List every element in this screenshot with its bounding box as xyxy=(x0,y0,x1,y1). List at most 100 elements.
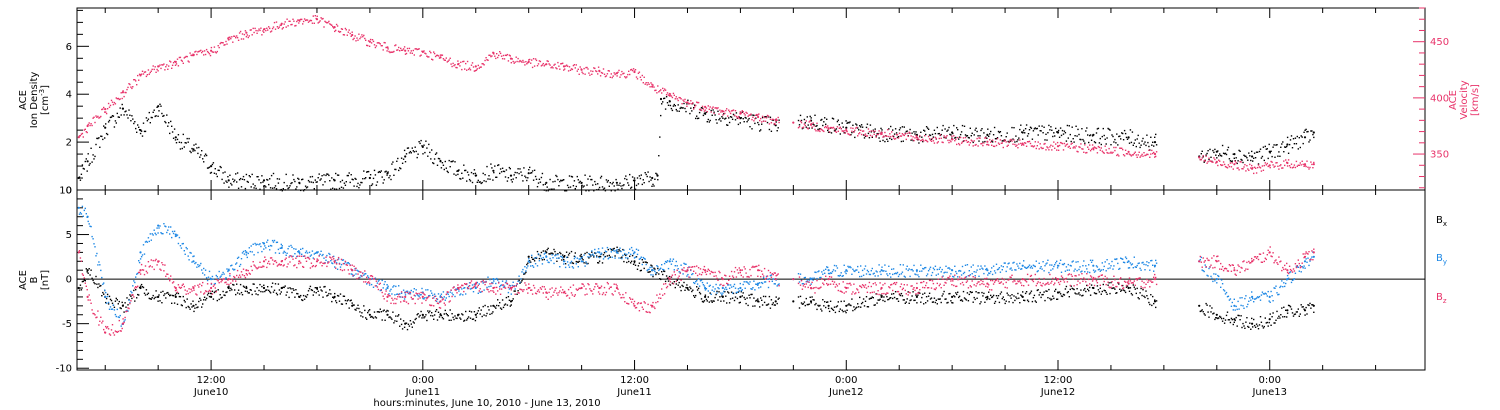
by-series-point xyxy=(1233,304,1236,307)
by-series-sample xyxy=(746,281,748,283)
density-series-sample xyxy=(1268,143,1270,146)
bx-series-sample xyxy=(619,250,621,252)
by-series-sample xyxy=(1075,261,1077,263)
by-series-sample xyxy=(164,225,166,227)
velocity-series-sample xyxy=(327,21,329,24)
velocity-series-sample xyxy=(707,105,709,107)
by-series-sample xyxy=(225,277,227,279)
density-series-sample xyxy=(743,121,745,123)
top-right-label-line: Velocity xyxy=(1459,80,1470,119)
density-series-sample xyxy=(472,173,475,175)
velocity-series-sample xyxy=(1073,146,1075,148)
density-series-sample xyxy=(598,186,601,189)
density-series-sample xyxy=(965,135,968,137)
velocity-series-sample xyxy=(147,69,150,71)
density-series-sample xyxy=(372,177,375,180)
velocity-series-sample xyxy=(437,55,440,57)
density-series-sample xyxy=(798,124,801,126)
density-series-sample xyxy=(1121,132,1123,134)
bx-series-sample xyxy=(505,296,508,299)
velocity-series-sample xyxy=(929,139,932,141)
bx-series-sample xyxy=(588,257,590,259)
velocity-series-sample xyxy=(1083,151,1085,153)
velocity-series-sample xyxy=(1220,164,1222,166)
by-series-sample xyxy=(952,275,954,278)
bx-series-sample xyxy=(269,292,272,294)
bx-series-sample xyxy=(921,296,923,299)
density-series-sample xyxy=(251,173,253,176)
by-series-sample xyxy=(916,270,918,273)
by-series-sample xyxy=(376,282,379,284)
velocity-series-sample xyxy=(879,132,881,135)
velocity-series-point xyxy=(562,65,566,68)
bx-series-sample xyxy=(617,250,619,253)
velocity-series-sample xyxy=(430,52,432,54)
velocity-series-sample xyxy=(890,135,892,138)
velocity-series-sample xyxy=(344,27,347,30)
density-series-sample xyxy=(962,140,965,142)
velocity-series-sample xyxy=(565,64,568,66)
velocity-series-sample xyxy=(401,49,404,51)
velocity-series-sample xyxy=(991,139,994,141)
velocity-series-sample xyxy=(776,119,778,121)
density-series-sample xyxy=(1105,143,1107,145)
velocity-series-sample xyxy=(335,23,338,26)
bx-series-sample xyxy=(1020,294,1022,296)
velocity-series-sample xyxy=(948,141,950,144)
velocity-series-sample xyxy=(1257,164,1260,166)
density-series-sample xyxy=(596,189,598,191)
by-series-sample xyxy=(193,255,195,257)
by-series-sample xyxy=(144,241,147,243)
velocity-series-sample xyxy=(236,37,239,39)
bx-series-sample xyxy=(673,281,675,283)
top-panel-series xyxy=(77,15,1315,192)
velocity-series-sample xyxy=(775,118,777,120)
bx-series-sample xyxy=(623,260,625,263)
left-tick-label: 2 xyxy=(66,138,72,149)
bx-series-sample xyxy=(365,317,367,319)
velocity-series-sample xyxy=(283,23,285,25)
bx-series-sample xyxy=(79,284,82,286)
bx-series-sample xyxy=(1152,295,1154,298)
density-series-sample xyxy=(636,177,639,179)
density-series-sample xyxy=(701,107,704,109)
by-series-sample xyxy=(829,272,832,274)
density-series-sample xyxy=(768,128,771,131)
velocity-series-sample xyxy=(1216,161,1218,164)
velocity-series-sample xyxy=(540,65,543,67)
velocity-series-sample xyxy=(740,112,742,114)
by-series-sample xyxy=(550,259,552,262)
density-series-sample xyxy=(621,187,623,190)
velocity-series-sample xyxy=(1152,152,1154,155)
bx-series-sample xyxy=(532,258,535,260)
density-series-sample xyxy=(389,175,391,177)
velocity-series-sample xyxy=(492,51,494,54)
bx-series-sample xyxy=(1253,318,1255,321)
bx-series-sample xyxy=(285,294,287,296)
bx-series-sample xyxy=(841,309,843,311)
velocity-series-sample xyxy=(919,135,921,137)
bx-series-sample xyxy=(355,309,357,311)
by-series-sample xyxy=(683,262,685,265)
density-series-sample xyxy=(601,186,604,188)
bx-series-sample xyxy=(138,286,141,289)
bx-series-sample xyxy=(198,300,200,303)
velocity-series-sample xyxy=(631,69,634,72)
velocity-series-sample xyxy=(333,27,335,29)
velocity-series-sample xyxy=(1024,142,1027,144)
density-series-sample xyxy=(1063,130,1066,132)
density-series-sample xyxy=(343,182,346,184)
bx-series-sample xyxy=(445,312,447,315)
density-series-sample xyxy=(597,188,600,191)
density-series-sample xyxy=(137,124,139,126)
bx-series-sample xyxy=(1267,325,1269,327)
density-series-sample xyxy=(548,188,550,191)
bx-series-sample xyxy=(430,314,432,317)
density-series-sample xyxy=(237,187,240,189)
velocity-series-sample xyxy=(1056,149,1058,151)
density-series-sample xyxy=(677,104,679,106)
by-series-sample xyxy=(400,296,402,298)
bx-series-sample xyxy=(874,304,876,306)
density-series-sample xyxy=(822,124,824,127)
by-series-sample xyxy=(126,309,128,312)
